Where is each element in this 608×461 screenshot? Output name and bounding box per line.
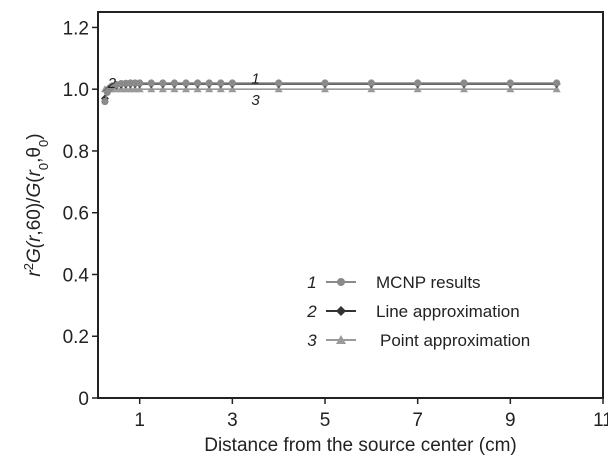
series-1-point — [414, 79, 422, 87]
legend-number: 3 — [307, 331, 317, 350]
legend-item-1: 1 MCNP results — [307, 273, 480, 292]
legend-item-2: 2 Line approximation — [306, 302, 519, 321]
y-axis-label-part: r — [24, 270, 45, 277]
y-axis-label-part: 2 — [21, 263, 36, 270]
legend-item-3: 3 Point approximation — [307, 331, 530, 350]
series-1-point — [228, 79, 236, 87]
x-tick-label: 7 — [412, 410, 423, 431]
x-tick-label: 1 — [134, 410, 145, 431]
x-tick-label: 5 — [320, 410, 331, 431]
y-tick-label: 0 — [78, 389, 89, 410]
legend-number: 1 — [307, 273, 316, 292]
series-3-point — [147, 85, 156, 93]
series-1-point — [147, 79, 155, 87]
series-1-point — [506, 79, 514, 87]
y-axis-label-part: 0 — [36, 140, 51, 147]
y-tick-label: 1.0 — [63, 80, 89, 101]
series-3-point — [170, 85, 179, 93]
series-3-point — [182, 85, 191, 93]
series-number-annotation: 3 — [251, 92, 260, 109]
y-tick-label: 0.6 — [63, 204, 89, 225]
y-axis-label: r2G(r,60)/G(r0,θ0) — [21, 133, 51, 276]
series-layer — [100, 79, 561, 106]
y-axis-label-part: ,60)/ — [24, 197, 45, 236]
legend-marker — [336, 306, 346, 316]
legend-marker — [337, 278, 345, 286]
series-1-point — [275, 79, 283, 87]
legend-label: Line approximation — [376, 302, 520, 321]
y-tick-label: 0.8 — [63, 142, 89, 163]
series-1-point — [367, 79, 375, 87]
legend-number: 2 — [306, 302, 317, 321]
series-1-point — [136, 79, 144, 87]
series-3-point — [228, 85, 237, 93]
legend: 1 MCNP results 2 Line approximation 3 Point a… — [306, 273, 530, 350]
series-1-point — [182, 79, 190, 87]
series-3-point — [460, 85, 469, 93]
y-axis-label-part: ,θ — [24, 147, 45, 163]
series-1-point — [194, 79, 202, 87]
x-tick-label: 9 — [505, 410, 516, 431]
plot-frame — [97, 11, 604, 399]
x-axis-label: Distance from the source center (cm) — [204, 435, 517, 456]
y-axis-label-part: G — [24, 183, 45, 198]
series-3-point — [506, 85, 515, 93]
y-tick-label: 0.4 — [63, 265, 90, 286]
y-tick-label: 0.2 — [63, 327, 89, 348]
y-axis-label-part: 0 — [36, 163, 51, 170]
y-axis-label-part: ( — [24, 176, 45, 183]
y-axis-label-part: r — [24, 235, 45, 242]
series-3-point — [205, 85, 214, 93]
legend-label: MCNP results — [376, 273, 481, 292]
series-1-point — [460, 79, 468, 87]
series-3-point — [367, 85, 376, 93]
series-1-point — [217, 79, 225, 87]
series-3-point — [321, 85, 330, 93]
series-number-annotation: 2 — [107, 75, 117, 92]
annotations: 1 2 3 — [107, 70, 261, 109]
y-axis-label-part: ) — [24, 133, 45, 139]
y-axis-label-part: r — [24, 169, 45, 176]
series-1-point — [159, 79, 167, 87]
y-tick-label: 1.2 — [63, 18, 89, 39]
series-3-point — [413, 85, 422, 93]
x-tick-label: 11 — [593, 410, 608, 431]
series-1-point — [101, 97, 109, 106]
series-1-point — [553, 79, 561, 87]
legend-label: Point approximation — [380, 331, 530, 350]
series-1-point — [170, 79, 179, 87]
series-3-point — [193, 85, 202, 93]
series-3-point — [135, 85, 144, 93]
series-3-point — [274, 85, 283, 93]
y-axis-label-text: r2G(r,60)/G(r0,θ0) — [21, 133, 51, 276]
x-tick-label: 3 — [227, 410, 238, 431]
series-3-point — [552, 85, 561, 93]
series-number-annotation: 1 — [251, 70, 259, 87]
series-3-point — [216, 85, 225, 93]
y-axis-label-part: G( — [24, 240, 45, 263]
y-ticks: 0 0.2 0.4 0.6 0.8 1.0 1.2 — [63, 18, 98, 410]
x-ticks: 1 3 5 7 9 11 — [134, 398, 608, 431]
series-1-point — [321, 79, 329, 87]
series-1-point — [205, 79, 213, 87]
legend-marker — [336, 335, 346, 344]
series-3-point — [158, 85, 167, 93]
